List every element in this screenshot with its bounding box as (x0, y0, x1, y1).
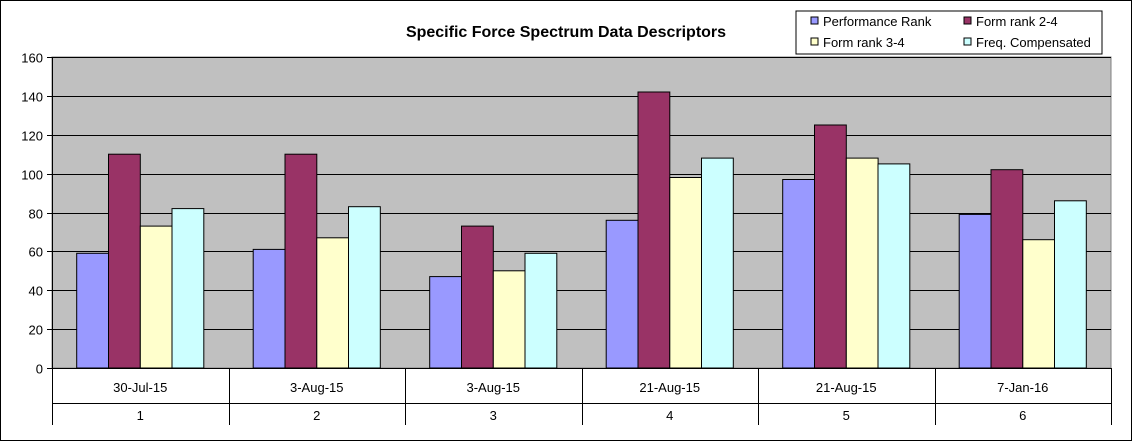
axes: 0 20 40 60 80 100 120 140 160 30-Jul-15 1 3-Aug-15 2… (21, 51, 1112, 425)
x-tick-label-date: 3-Aug-15 (467, 380, 520, 395)
bar (171, 208, 205, 369)
bar (958, 213, 992, 369)
bar (492, 270, 526, 369)
y-tick-label: 120 (21, 129, 43, 144)
bar (845, 157, 879, 369)
bar (701, 157, 734, 369)
bar (429, 276, 463, 369)
bar (1022, 239, 1056, 369)
x-tick-label-category: 4 (666, 408, 673, 423)
bar (782, 179, 816, 369)
x-tick-label-category: 2 (313, 408, 320, 423)
x-tick-label-date: 30-Jul-15 (113, 380, 167, 395)
y-tick-label: 140 (21, 90, 43, 105)
legend-label: Performance Rank (823, 14, 932, 29)
bar (637, 91, 671, 369)
bar (348, 206, 381, 369)
bar (990, 169, 1024, 369)
y-tick-label: 0 (36, 362, 43, 377)
bar (524, 252, 558, 369)
bar (669, 177, 703, 369)
bar (316, 237, 350, 369)
legend-swatch (963, 37, 972, 46)
y-tick-label: 100 (21, 168, 43, 183)
y-tick-label: 40 (29, 284, 43, 299)
x-tick-label-date: 21-Aug-15 (816, 380, 877, 395)
chart-title: Specific Force Spectrum Data Descriptors (406, 24, 726, 41)
bar (877, 163, 911, 369)
x-tick-label-category: 1 (137, 408, 144, 423)
x-tick-label-category: 3 (490, 408, 497, 423)
bar (284, 153, 318, 369)
legend: Performance Rank Form rank 2-4 Form rank 3… (795, 10, 1103, 55)
bar (108, 153, 141, 369)
bar (1054, 200, 1087, 369)
y-tick-label: 60 (29, 245, 43, 260)
y-tick-label: 80 (29, 207, 43, 222)
y-tick-label: 20 (29, 323, 43, 338)
x-tick-label-category: 6 (1019, 408, 1026, 423)
bar (461, 225, 494, 369)
bar (252, 248, 286, 369)
x-tick-label-date: 3-Aug-15 (290, 380, 343, 395)
x-tick-label-category: 5 (843, 408, 850, 423)
bar (76, 252, 109, 369)
legend-box (795, 10, 1103, 55)
plot-area (51, 56, 1112, 369)
legend-swatch (810, 37, 819, 46)
bars (76, 91, 1087, 369)
legend-swatch (963, 16, 972, 25)
x-tick-label-date: 7-Jan-16 (997, 380, 1048, 395)
legend-label: Form rank 3-4 (823, 35, 905, 50)
bar (814, 124, 847, 369)
bar (605, 219, 639, 369)
bar (139, 225, 173, 369)
gridlines (52, 57, 1111, 330)
x-tick-label-date: 21-Aug-15 (639, 380, 700, 395)
y-tick-label: 160 (21, 51, 43, 66)
legend-label: Freq. Compensated (976, 35, 1091, 50)
legend-swatch (810, 16, 819, 25)
legend-label: Form rank 2-4 (976, 14, 1058, 29)
